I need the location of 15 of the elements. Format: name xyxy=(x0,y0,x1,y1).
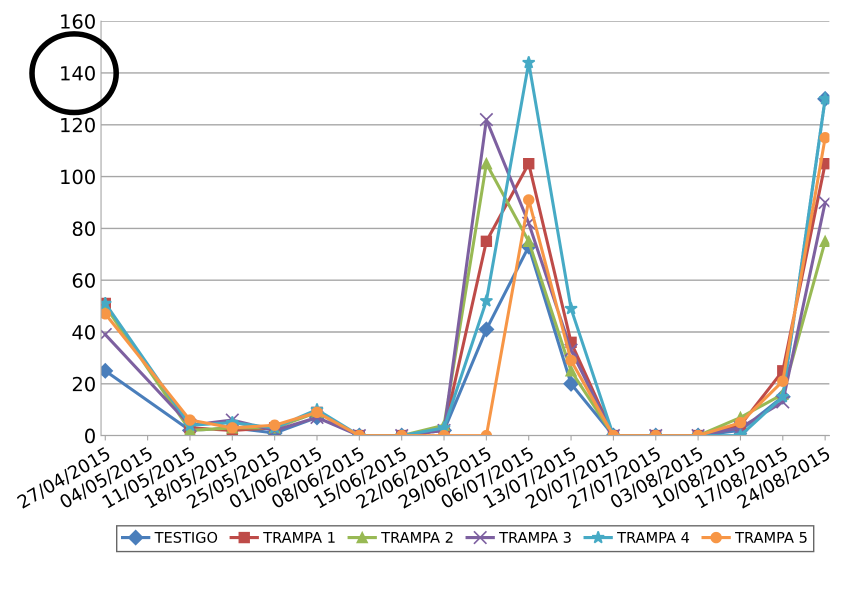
y-tick-label: 80 xyxy=(72,221,95,236)
legend-label: TRAMPA 4 xyxy=(617,532,690,543)
legend-label: TRAMPA 3 xyxy=(499,532,571,543)
legend-label: TRAMPA 2 xyxy=(381,532,452,543)
y-tick-label: 120 xyxy=(61,118,95,132)
y-tick-label: 160 xyxy=(61,14,95,29)
y-tick-label: 100 xyxy=(61,170,95,184)
legend-label: TRAMPA 5 xyxy=(735,532,807,543)
y-tick-label: 140 xyxy=(61,66,95,81)
y-tick-label: 40 xyxy=(72,324,95,340)
legend-label: TRAMPA 1 xyxy=(263,532,335,543)
y-tick-label: 60 xyxy=(72,273,95,288)
legend-label: TESTIGO xyxy=(154,532,218,543)
y-tick-label: 0 xyxy=(85,428,95,444)
y-tick-label: 20 xyxy=(72,376,95,392)
